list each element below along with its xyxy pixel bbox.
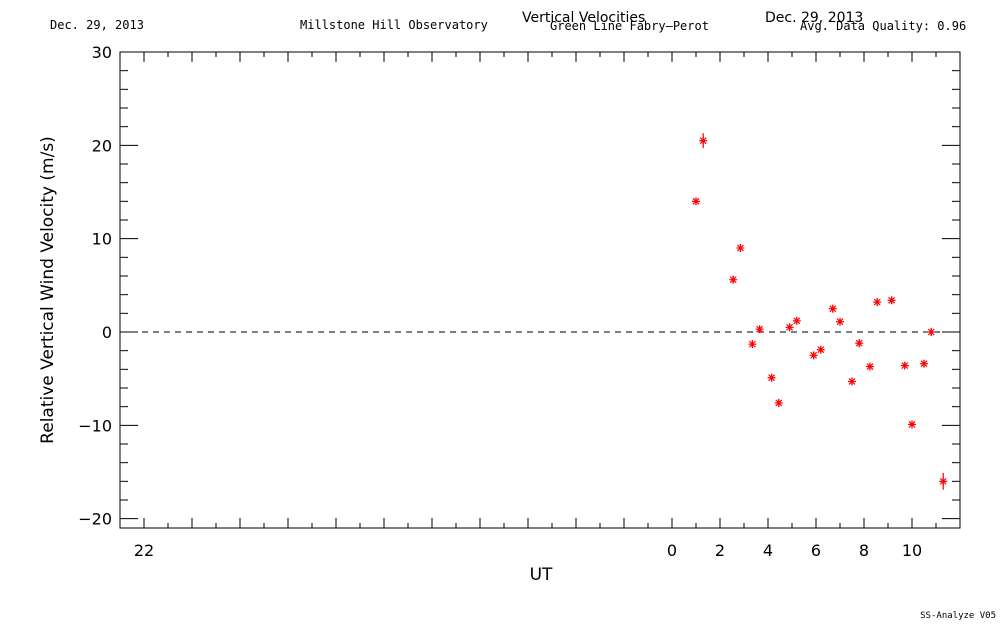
data-point	[908, 420, 916, 429]
data-point	[900, 361, 909, 370]
plot-frame	[119, 51, 961, 529]
y-tick-label: 0	[102, 323, 112, 342]
y-tick-label: 10	[92, 230, 112, 249]
version-label: SS-Analyze V05	[920, 611, 996, 621]
x-tick-label: 4	[763, 541, 773, 560]
data-point	[748, 340, 757, 349]
date-left: Dec. 29, 2013	[50, 18, 144, 32]
y-tick-label: −10	[78, 416, 112, 435]
y-tick-label: 20	[92, 136, 112, 155]
x-tick-label: 10	[902, 541, 922, 560]
data-point	[792, 316, 801, 325]
data-point	[828, 304, 837, 313]
data-point	[816, 345, 825, 354]
data-point	[927, 328, 936, 336]
data-point	[729, 275, 738, 284]
data-point	[699, 133, 708, 149]
x-tick-label: 8	[859, 541, 869, 560]
x-tick-label: 0	[667, 541, 677, 560]
x-tick-label: 2	[715, 541, 725, 560]
data-point	[939, 472, 948, 490]
data-point	[785, 323, 794, 332]
data-markers	[692, 133, 948, 490]
x-axis-label: UT	[530, 565, 553, 585]
data-point	[736, 244, 745, 252]
data-point	[848, 377, 856, 386]
data-point	[774, 398, 783, 407]
data-point	[866, 362, 874, 371]
data-quality-label: Avg. Data Quality: 0.96	[800, 19, 967, 33]
data-point	[692, 197, 700, 206]
y-tick-label: 30	[92, 43, 112, 62]
y-axis-label: Relative Vertical Wind Velocity (m/s)	[38, 136, 58, 444]
plot-axes: 22 0 2 4 6 8 10 −20 −10 0 10 20 30	[78, 43, 961, 560]
observatory-label: Millstone Hill Observatory	[300, 18, 488, 32]
data-point	[920, 359, 928, 368]
data-point	[755, 325, 764, 334]
data-point	[836, 317, 844, 326]
data-point	[855, 339, 864, 348]
date-right: Dec. 29, 2013	[765, 10, 864, 26]
y-tick-label: −20	[78, 510, 112, 529]
data-point	[809, 351, 818, 360]
x-tick-label: 22	[134, 541, 154, 560]
data-point	[887, 296, 896, 305]
x-tick-label: 6	[811, 541, 821, 560]
data-point	[873, 298, 882, 307]
data-point	[767, 373, 776, 382]
instrument-label: Green Line Fabry—Perot	[550, 19, 709, 33]
chart-title: Vertical Velocities	[522, 10, 646, 26]
